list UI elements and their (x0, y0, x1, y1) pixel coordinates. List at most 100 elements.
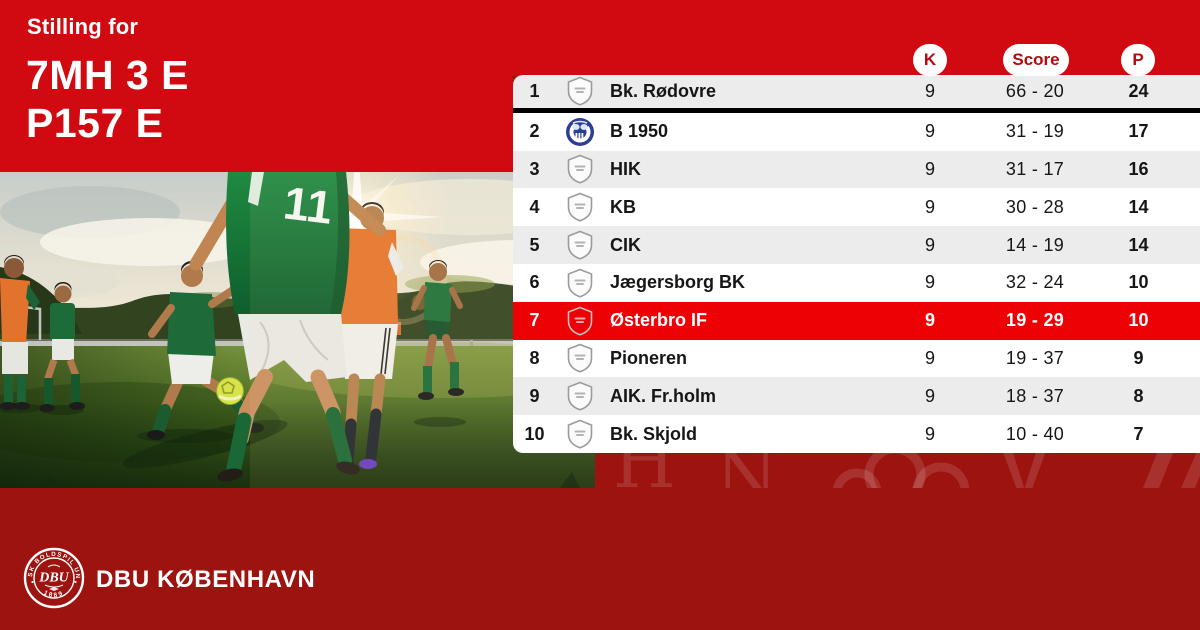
placeholder-shield-icon (567, 306, 593, 336)
player-central: 11 (122, 172, 386, 482)
matches-played: 9 (924, 234, 935, 255)
svg-text:H: H (613, 453, 676, 488)
column-badge-score-label: Score (1012, 50, 1060, 69)
matches-played: 9 (924, 347, 935, 368)
matches-played: 9 (924, 158, 935, 179)
player-green-small (39, 282, 85, 415)
club-name: CIK (610, 234, 641, 255)
matches-played: 9 (924, 196, 935, 217)
table-row: 6 Jægersborg BK 9 32 - 24 10 (513, 263, 1200, 302)
goal-score: 31 - 19 (1005, 121, 1065, 142)
club-name: Jægersborg BK (610, 272, 746, 293)
club-logo-placeholder (556, 268, 604, 298)
club-name: B 1950 (610, 121, 669, 142)
pool-title: 7MH 3 E (26, 52, 189, 98)
points: 16 (1128, 158, 1149, 179)
points: 9 (1133, 347, 1144, 368)
position: 3 (529, 158, 540, 179)
points: 17 (1128, 121, 1149, 142)
goal-score: 31 - 17 (1005, 158, 1065, 179)
matches-played: 9 (924, 310, 935, 331)
club-logo-placeholder (556, 343, 604, 374)
table-row: 4 KB 9 30 - 28 14 (513, 188, 1200, 227)
matches-played: 9 (924, 423, 935, 444)
points: 10 (1128, 310, 1149, 331)
placeholder-shield-icon (567, 344, 593, 374)
goal-score: 14 - 19 (1005, 234, 1065, 255)
club-logo-placeholder (556, 419, 604, 449)
club-logo-placeholder (556, 306, 604, 336)
position: 4 (529, 196, 540, 217)
standings-table: 1 Bk. Rødovre 9 66 - 20 24 2 B 1950 9 31… (513, 75, 1200, 453)
table-row: 2 B 1950 9 31 - 19 17 (513, 112, 1200, 151)
column-badge-k-label: K (923, 50, 937, 69)
goal-score: 19 - 29 (1005, 310, 1065, 331)
player-orange-left (0, 255, 42, 413)
placeholder-shield-icon (567, 77, 593, 107)
placeholder-shield-icon (567, 155, 593, 185)
points: 24 (1128, 80, 1149, 101)
background-watermark: H N V (613, 453, 1200, 488)
table-row: 3 HIK 9 31 - 17 16 (513, 150, 1200, 189)
club-logo-placeholder (556, 230, 604, 260)
club-logo-placeholder (556, 381, 604, 411)
crest-year: 1889 (43, 589, 64, 599)
svg-text:N: N (715, 453, 778, 488)
position: 2 (529, 121, 540, 142)
column-badge-k: K (913, 44, 947, 76)
position: 9 (529, 385, 540, 406)
club-name: Bk. Rødovre (610, 80, 717, 101)
placeholder-shield-icon (567, 381, 593, 411)
table-row: 1 Bk. Rødovre 9 66 - 20 24 (513, 75, 1200, 113)
column-badge-score: Score (1003, 44, 1069, 76)
dbu-crest-icon: DANSK BOLDSPIL UNION 1889 DBU (23, 547, 85, 609)
points: 7 (1133, 423, 1144, 444)
club-name: Pioneren (610, 347, 688, 368)
table-row: 8 Pioneren 9 19 - 37 9 (513, 339, 1200, 378)
goal-score: 18 - 37 (1005, 385, 1065, 406)
table-row: 10 Bk. Skjold 9 10 - 40 7 (513, 415, 1200, 453)
header-kicker: Stilling for (27, 14, 139, 39)
club-logo-placeholder (556, 76, 604, 107)
svg-text:1889: 1889 (43, 589, 66, 599)
placeholder-shield-icon (567, 192, 593, 222)
player-green-right (411, 260, 466, 427)
match-photo: 11 (0, 172, 595, 488)
position: 8 (529, 347, 540, 368)
column-badge-p-label: P (1132, 50, 1144, 69)
matches-played: 9 (924, 121, 935, 142)
club-name: KB (610, 196, 636, 217)
jersey-number: 11 (281, 176, 336, 234)
club-name: Østerbro IF (610, 310, 708, 331)
table-row: 5 CIK 9 14 - 19 14 (513, 226, 1200, 264)
table-row-highlighted: 7 Østerbro IF 9 19 - 29 10 (513, 301, 1200, 340)
club-logo-placeholder (556, 154, 604, 185)
matches-played: 9 (924, 385, 935, 406)
position: 7 (529, 310, 540, 331)
placeholder-shield-icon (567, 230, 593, 260)
goal-score: 19 - 37 (1005, 347, 1065, 368)
club-logo (556, 117, 604, 147)
points: 14 (1128, 234, 1149, 255)
points: 14 (1128, 196, 1149, 217)
header-block: Stilling for 7MH 3 E P157 E (0, 0, 513, 172)
goal-score: 32 - 24 (1005, 272, 1065, 293)
svg-text:V: V (1003, 453, 1046, 488)
matches-played: 9 (924, 80, 935, 101)
column-badge-p: P (1121, 44, 1155, 76)
club-logo-placeholder (556, 192, 604, 222)
football (216, 377, 244, 405)
placeholder-shield-icon (567, 268, 593, 298)
table-row: 9 AIK. Fr.holm 9 18 - 37 8 (513, 377, 1200, 416)
matches-played: 9 (924, 272, 935, 293)
position: 5 (529, 234, 540, 255)
brand-wordmark: DBU KØBENHAVN (96, 566, 316, 593)
club-name: Bk. Skjold (610, 423, 698, 444)
points: 10 (1128, 272, 1149, 293)
placeholder-shield-icon (567, 419, 593, 449)
goal-score: 10 - 40 (1005, 423, 1065, 444)
position: 1 (529, 80, 540, 101)
points: 8 (1133, 385, 1144, 406)
position: 6 (529, 272, 540, 293)
